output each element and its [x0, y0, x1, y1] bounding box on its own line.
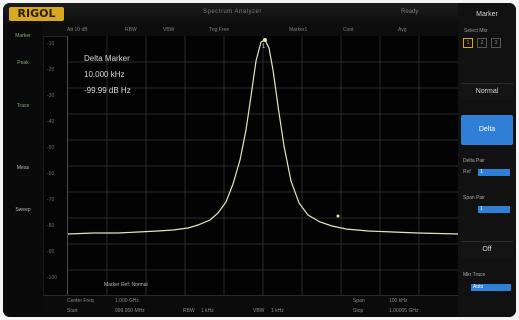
marker-label: 1	[262, 44, 266, 50]
spectrum-svg: 1	[68, 36, 459, 295]
delta-pair-field[interactable]: Ref 1	[463, 169, 511, 177]
span-pair-value[interactable]: 1	[478, 206, 510, 213]
delta-readout: Delta Marker 10.000 kHz -99.99 dB Hz	[84, 54, 131, 102]
delta-button[interactable]: Delta	[461, 115, 513, 145]
info-sweep: Cont	[343, 27, 354, 33]
select-marker-label: Select Mkr	[464, 28, 488, 34]
bottom-parameter-bar: Center Freq 1.000 GHz Start 999.950 MHz …	[43, 295, 458, 317]
y-tick-label: -90	[47, 249, 55, 255]
y-tick-label: -60	[47, 171, 55, 177]
info-rbw: RBW	[125, 27, 137, 33]
ref-value[interactable]: 1	[478, 169, 510, 176]
marker-tab-3[interactable]: 3	[491, 38, 501, 48]
brand-logo: RIGOL	[9, 7, 64, 21]
rbw-value[interactable]: 1 kHz	[201, 308, 214, 314]
off-button[interactable]: Off	[461, 241, 513, 258]
marker-tab-2[interactable]: 2	[477, 38, 487, 48]
sidebar-item-marker[interactable]: Marker	[15, 33, 31, 39]
marker-trace-value[interactable]: Auto	[471, 284, 511, 291]
marker-tab-1[interactable]: 1	[463, 38, 473, 48]
y-tick-label: -80	[47, 223, 55, 229]
delta-amplitude: -99.99 dB Hz	[84, 86, 131, 95]
spectrum-trace	[68, 39, 459, 235]
info-trigger: Trig Free	[209, 27, 230, 33]
y-tick-label: -40	[47, 119, 55, 125]
stop-label: Stop	[353, 308, 364, 314]
y-tick-label: -10	[47, 41, 55, 47]
y-tick-label: -30	[47, 93, 55, 99]
start-value[interactable]: 999.950 MHz	[115, 308, 145, 314]
start-label: Start	[67, 308, 78, 314]
span-label: Span	[353, 298, 365, 304]
sidebar-item-sweep[interactable]: Sweep	[15, 207, 31, 213]
status-text: Ready	[401, 9, 419, 15]
info-average: Avg	[398, 27, 407, 33]
screen: RIGOL Spectrum Analyzer Ready Marker Pea…	[3, 3, 516, 317]
window-title: Spectrum Analyzer	[203, 9, 262, 15]
ref-label: Ref	[463, 169, 471, 175]
right-menu-panel: Marker Select Mkr 1 2 3 Normal Delta Del…	[458, 3, 516, 317]
center-value[interactable]: 1.000 GHz	[115, 298, 139, 304]
span-pair-label: Span Pair	[463, 195, 485, 201]
sidebar-item-trace[interactable]: Trace	[16, 103, 30, 109]
y-tick-label: -100	[47, 275, 58, 281]
left-sidebar: Marker Peak Trace Meas Sweep	[3, 25, 44, 317]
y-tick-label: -70	[47, 197, 55, 203]
marker-tabs: 1 2 3	[463, 38, 513, 48]
delta-frequency: 10.000 kHz	[84, 70, 125, 79]
vbw-value[interactable]: 1 kHz	[271, 308, 284, 314]
y-tick-label: -50	[47, 145, 55, 151]
center-label: Center Freq	[67, 298, 94, 304]
info-marker: Marker1	[289, 27, 308, 33]
rbw-label: RBW	[183, 308, 195, 314]
span-value[interactable]: 100 kHz	[389, 298, 408, 304]
delta-marker-point[interactable]	[336, 214, 340, 218]
top-bar: RIGOL Spectrum Analyzer Ready	[3, 3, 516, 25]
delta-pair-label: Delta Pair	[463, 158, 485, 164]
marker-point[interactable]	[263, 38, 267, 42]
marker-trace-label: Mkr Trace	[463, 272, 486, 278]
normal-button[interactable]: Normal	[461, 83, 513, 100]
marker-footer: Marker Ref: Normal	[104, 282, 148, 288]
stop-value[interactable]: 1.00005 GHz	[389, 308, 419, 314]
plot-grid	[68, 36, 459, 295]
marker-trace-field[interactable]: Auto	[463, 284, 511, 292]
sidebar-item-peak[interactable]: Peak	[17, 60, 29, 66]
spectrum-plot[interactable]: 1 Delta Marker 10.000 kHz -99.99 dB Hz M…	[67, 36, 459, 295]
delta-mode: Delta Marker	[84, 54, 130, 63]
sidebar-item-meas[interactable]: Meas	[16, 165, 30, 171]
info-att: Att 10 dB	[67, 27, 88, 33]
panel-title: Marker	[476, 11, 498, 18]
vbw-label: VBW	[253, 308, 265, 314]
span-pair-field[interactable]: 1	[463, 206, 511, 214]
info-vbw: VBW	[163, 27, 175, 33]
y-tick-label: -20	[47, 67, 55, 73]
